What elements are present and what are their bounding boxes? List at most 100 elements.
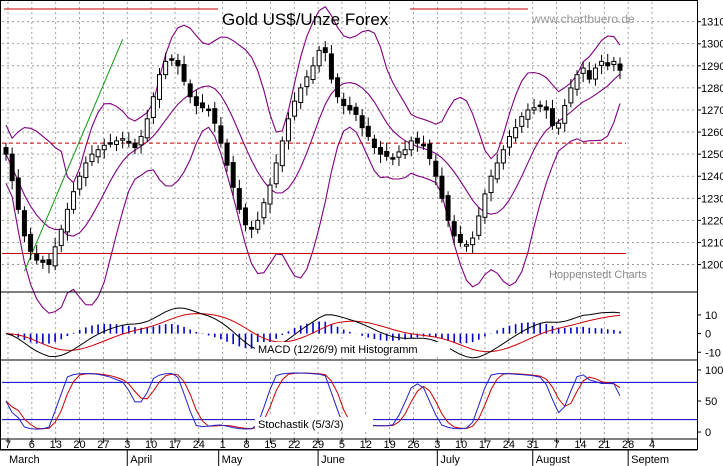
candle-body bbox=[9, 153, 15, 182]
candle-body bbox=[531, 107, 537, 111]
credit-label: Hoppenstedt Charts bbox=[549, 269, 647, 281]
candle-body bbox=[408, 140, 414, 151]
x-tick-label: 19 bbox=[384, 439, 396, 451]
candle-body bbox=[525, 109, 531, 120]
candle-body bbox=[537, 104, 543, 108]
candle-body bbox=[543, 106, 549, 111]
x-tick-label: 3 bbox=[124, 439, 130, 451]
candle-body bbox=[120, 138, 126, 141]
stoch-tick-label: 0 bbox=[705, 427, 711, 439]
candle-body bbox=[279, 140, 285, 167]
candle-body bbox=[586, 70, 592, 80]
candle-body bbox=[421, 143, 427, 147]
candle-body bbox=[163, 60, 169, 76]
x-tick-label: 10 bbox=[145, 439, 157, 451]
candle-body bbox=[513, 127, 519, 139]
candle-body bbox=[169, 58, 175, 61]
candle-body bbox=[193, 96, 199, 107]
candle-body bbox=[261, 202, 267, 219]
candle-body bbox=[175, 60, 181, 67]
macd-tick-label: -10 bbox=[705, 347, 721, 359]
candle-body bbox=[322, 47, 328, 54]
candlesticks bbox=[3, 41, 623, 274]
y-tick-label: 1280 bbox=[701, 83, 723, 95]
x-tick-label: 7 bbox=[554, 439, 560, 451]
month-label: March bbox=[9, 454, 40, 466]
bollinger-upper bbox=[5, 6, 621, 184]
y-tick-label: 1300 bbox=[701, 39, 723, 51]
candle-body bbox=[34, 253, 40, 261]
candle-body bbox=[77, 175, 83, 190]
month-label: May bbox=[222, 454, 243, 466]
macd-label-bg bbox=[255, 342, 450, 355]
candle-body bbox=[335, 77, 341, 98]
month-label: August bbox=[536, 454, 570, 466]
candle-body bbox=[464, 244, 469, 247]
candle-body bbox=[230, 162, 236, 188]
bollinger-lower bbox=[5, 103, 621, 314]
candle-body bbox=[83, 162, 89, 179]
bollinger-middle bbox=[5, 73, 621, 237]
candle-body bbox=[114, 140, 120, 145]
reference-lines bbox=[2, 39, 626, 272]
x-tick-label: 14 bbox=[574, 439, 586, 451]
candle-body bbox=[181, 63, 187, 82]
x-tick-label: 1 bbox=[220, 439, 226, 451]
x-tick-label: 15 bbox=[264, 439, 276, 451]
y-tick-label: 1230 bbox=[701, 193, 723, 205]
candle-body bbox=[273, 162, 279, 185]
candle-body bbox=[549, 108, 555, 126]
candle-body bbox=[451, 221, 457, 237]
x-tick-label: 29 bbox=[312, 439, 324, 451]
chart-frame bbox=[0, 0, 698, 450]
month-label: July bbox=[440, 454, 460, 466]
candle-body bbox=[89, 153, 95, 163]
candle-body bbox=[52, 246, 58, 267]
y-tick-label: 1210 bbox=[701, 237, 723, 249]
x-tick-label: 13 bbox=[50, 439, 62, 451]
candle-body bbox=[157, 74, 162, 100]
y-tick-label: 1240 bbox=[701, 171, 723, 183]
candle-body bbox=[353, 106, 359, 115]
grid-lines bbox=[2, 2, 697, 439]
candle-body bbox=[359, 115, 365, 129]
candle-body bbox=[236, 188, 242, 210]
candle-body bbox=[126, 140, 132, 144]
candle-body bbox=[107, 142, 113, 145]
candle-body bbox=[199, 102, 205, 109]
x-tick-label: 8 bbox=[243, 439, 249, 451]
trend-line bbox=[23, 39, 124, 272]
x-tick-label: 17 bbox=[169, 439, 181, 451]
candle-body bbox=[580, 67, 586, 74]
candle-body bbox=[28, 234, 34, 252]
candle-body bbox=[488, 175, 494, 194]
candle-body bbox=[249, 226, 255, 230]
x-tick-label: 7 bbox=[5, 439, 11, 451]
candle-body bbox=[150, 96, 156, 118]
bollinger-bands bbox=[5, 6, 621, 314]
x-tick-label: 5 bbox=[339, 439, 345, 451]
candle-body bbox=[310, 65, 316, 81]
y-tick-label: 1310 bbox=[701, 17, 723, 29]
candle-body bbox=[371, 138, 377, 149]
candle-body bbox=[599, 60, 605, 66]
candle-body bbox=[101, 144, 107, 151]
x-tick-label: 20 bbox=[73, 439, 85, 451]
month-label: June bbox=[321, 454, 345, 466]
candle-body bbox=[574, 74, 580, 90]
candle-body bbox=[316, 49, 322, 67]
candle-body bbox=[15, 177, 21, 210]
x-tick-label: 12 bbox=[360, 439, 372, 451]
candle-body bbox=[482, 193, 488, 218]
macd-tick-label: 0 bbox=[705, 329, 711, 341]
candle-body bbox=[255, 219, 261, 230]
stoch-tick-label: 50 bbox=[705, 396, 717, 408]
candle-body bbox=[617, 63, 623, 71]
candle-body bbox=[95, 149, 101, 158]
x-tick-label: 4 bbox=[649, 439, 655, 451]
x-tick-label: 17 bbox=[479, 439, 491, 451]
y-tick-label: 1270 bbox=[701, 105, 723, 117]
candle-body bbox=[611, 60, 617, 65]
stoch-k-line bbox=[5, 372, 621, 430]
